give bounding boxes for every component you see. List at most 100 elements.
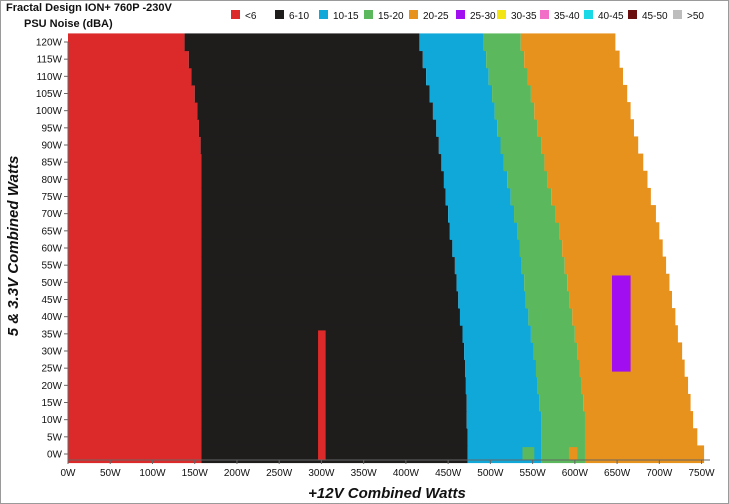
heat-cell	[436, 119, 498, 137]
legend-swatch	[456, 10, 465, 19]
heat-cell	[448, 205, 515, 223]
heat-cell	[201, 256, 455, 275]
heat-cell	[579, 359, 685, 378]
heat-cell	[201, 205, 449, 223]
heat-cell	[445, 187, 511, 206]
heat-cell	[68, 136, 201, 155]
legend-swatch	[364, 10, 373, 19]
y-tick-label: 15W	[41, 398, 62, 409]
y-tick-label: 105W	[36, 89, 63, 100]
x-axis-title: +12V Combined Watts	[308, 485, 466, 502]
x-tick-label: 450W	[435, 468, 462, 479]
heat-island	[318, 330, 326, 460]
heat-cell	[562, 239, 663, 258]
heat-cell	[517, 222, 560, 240]
legend-label: <6	[245, 11, 257, 22]
heat-cell	[584, 411, 694, 429]
x-tick-label: 50W	[100, 468, 121, 479]
legend: <6 6-10 10-15 15-20 20-25 25-30 30-35 35-40 40-4…	[231, 10, 704, 22]
y-tick-label: 110W	[37, 72, 63, 83]
heat-cell	[201, 376, 466, 395]
heat-cell	[486, 50, 525, 69]
heat-cell	[191, 67, 427, 86]
legend-swatch	[628, 10, 637, 19]
x-tick-label: 600W	[562, 468, 589, 479]
heat-cell	[201, 445, 468, 464]
heat-cell	[188, 50, 423, 69]
legend-swatch	[409, 10, 418, 19]
heat-cell	[198, 119, 437, 137]
heat-cell	[466, 411, 542, 429]
heat-cell	[458, 290, 526, 309]
legend-swatch	[497, 10, 506, 19]
y-tick-label: 120W	[36, 38, 63, 49]
heat-cell	[68, 428, 202, 446]
y-tick-label: 10W	[41, 415, 62, 426]
heat-cell	[201, 325, 463, 343]
heat-cell	[547, 170, 648, 189]
heat-cell	[68, 308, 202, 326]
heat-cell	[68, 239, 202, 258]
heat-cell	[483, 33, 521, 52]
heat-cell	[201, 153, 442, 172]
heat-cell	[454, 256, 522, 275]
heat-cell	[68, 325, 202, 343]
heat-cell	[466, 393, 540, 412]
heat-cell	[194, 84, 430, 103]
heat-cell	[528, 308, 573, 326]
heat-cell	[68, 290, 202, 309]
x-tick-label: 650W	[604, 468, 631, 479]
heat-cell	[68, 222, 202, 240]
y-tick-label: 115W	[37, 55, 63, 66]
heat-cell	[184, 33, 420, 52]
heat-cell	[584, 445, 705, 464]
heat-cell	[465, 359, 536, 378]
heat-cell	[514, 205, 556, 223]
heat-cell	[488, 67, 528, 86]
legend-swatch	[540, 10, 549, 19]
y-tick-label: 100W	[36, 106, 63, 117]
y-tick-label: 70W	[41, 209, 62, 220]
heat-cell	[533, 342, 578, 361]
heat-cell	[492, 84, 531, 103]
axes: 0W 50W 100W 150W 200W 250W 300W 350W 400W 450W 500…	[36, 38, 715, 480]
heat-cell	[441, 153, 504, 172]
heat-cell	[426, 67, 489, 86]
heat-cell	[534, 102, 631, 120]
heat-cell	[197, 102, 433, 120]
y-axis-title: 5 & 3.3V Combined Watts	[5, 156, 22, 337]
y-tick-label: 75W	[41, 192, 62, 203]
heat-cell	[68, 376, 202, 395]
legend-label: 35-40	[554, 11, 580, 22]
y-tick-label: 65W	[41, 226, 62, 237]
y-tick-label: 45W	[41, 295, 62, 306]
heat-cell	[503, 153, 545, 172]
heat-cell	[201, 359, 466, 378]
y-tick-label: 50W	[41, 278, 62, 289]
heat-cell	[201, 222, 450, 240]
plot-area	[68, 33, 705, 464]
heat-cell	[530, 325, 575, 343]
legend-label: 10-15	[333, 11, 359, 22]
heat-cell	[559, 222, 660, 240]
y-tick-label: 85W	[41, 158, 62, 169]
legend-swatch	[231, 10, 240, 19]
legend-swatch	[275, 10, 284, 19]
x-tick-label: 400W	[393, 468, 420, 479]
x-tick-label: 550W	[520, 468, 547, 479]
legend-label: 20-25	[423, 11, 449, 22]
y-tick-label: 30W	[41, 347, 62, 358]
heat-cell	[564, 256, 667, 275]
heat-cell	[459, 308, 529, 326]
heat-cell	[201, 342, 465, 361]
heat-cell	[449, 222, 518, 240]
heat-cell	[201, 273, 457, 292]
heat-cell	[68, 102, 198, 120]
heat-island	[568, 447, 578, 460]
heat-cell	[68, 342, 202, 361]
heat-cell	[438, 136, 501, 155]
x-tick-label: 100W	[139, 468, 166, 479]
heat-cell	[68, 67, 192, 86]
x-tick-label: 350W	[351, 468, 378, 479]
